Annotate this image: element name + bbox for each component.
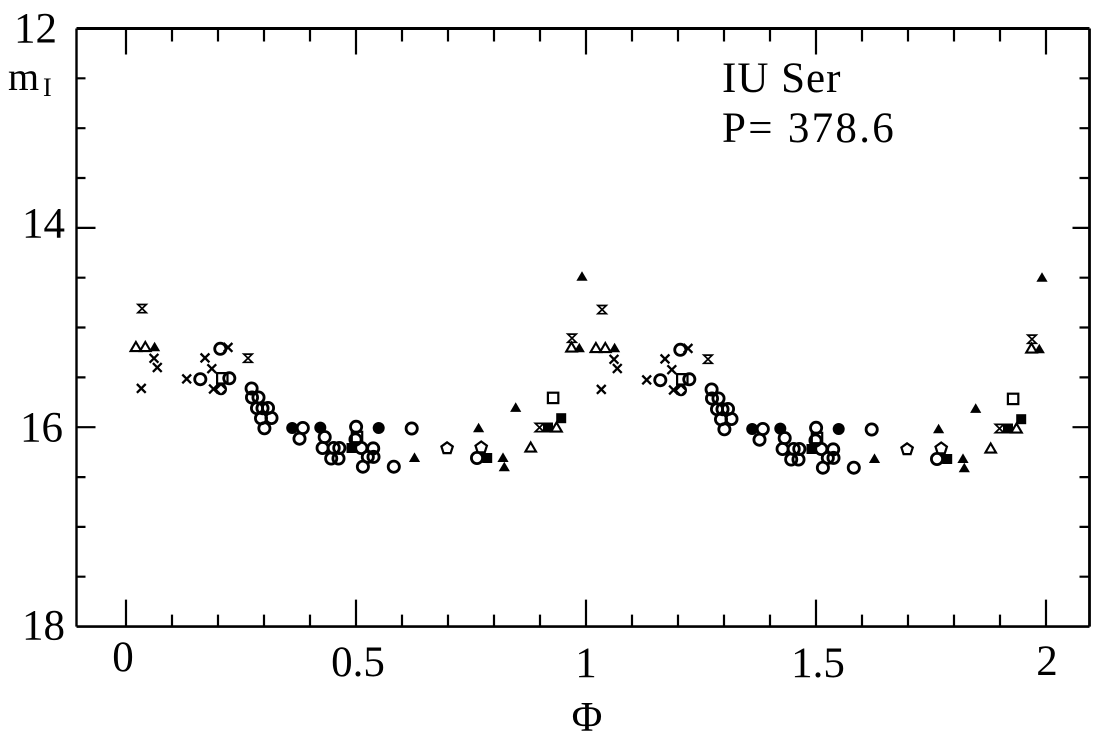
- svg-text:1.5: 1.5: [791, 640, 845, 687]
- svg-text:14: 14: [22, 201, 65, 248]
- svg-text:IU Ser: IU Ser: [722, 55, 841, 102]
- svg-text:Φ: Φ: [572, 695, 603, 738]
- svg-text:0: 0: [112, 634, 134, 681]
- svg-text:m: m: [8, 54, 39, 99]
- svg-text:18: 18: [22, 603, 65, 650]
- svg-text:I: I: [43, 73, 52, 102]
- svg-text:12: 12: [14, 6, 57, 53]
- svg-text:1: 1: [575, 640, 597, 687]
- svg-text:2: 2: [1036, 638, 1058, 685]
- svg-text:0.5: 0.5: [331, 639, 385, 686]
- svg-text:P= 378.6: P= 378.6: [722, 105, 896, 152]
- svg-text:16: 16: [20, 405, 63, 452]
